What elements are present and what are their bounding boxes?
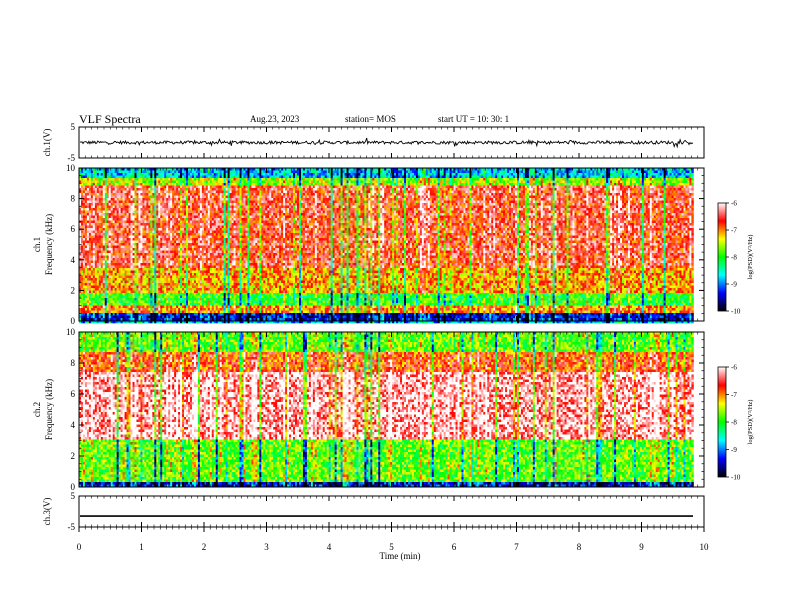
ch1-waveform-trace [80,138,693,147]
ch1-waveform-ytick-label: -5 [68,153,76,163]
ch1-waveform-ytick-label: 5 [71,122,76,132]
ch1-waveform-ylabel: ch.1(V) [42,129,52,157]
ch1-spectrogram-image [79,168,694,323]
